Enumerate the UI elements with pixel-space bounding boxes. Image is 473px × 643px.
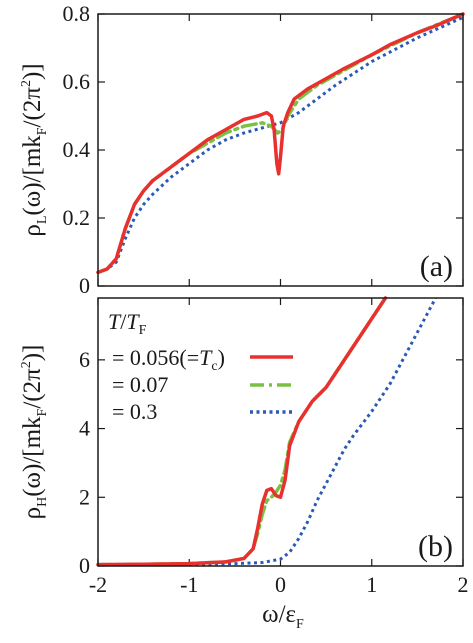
- legend-entry-0-label: = 0.056(=Tc): [112, 345, 225, 374]
- panel-a-series-group: [96, 12, 465, 275]
- y-tick-label: 0.2: [63, 205, 91, 230]
- y-tick-label: 0.6: [63, 69, 91, 94]
- legend-entry-1-label: = 0.07: [112, 372, 168, 397]
- series-line-dotted: [97, 297, 437, 567]
- y-tick-label: 2: [79, 484, 90, 509]
- panel-a-label: (a): [420, 250, 453, 283]
- y-tick-label: 6: [79, 347, 90, 372]
- legend: T/TF = 0.056(=Tc) = 0.07 = 0.3: [108, 309, 293, 424]
- panel-b-ticks: 0 2 4 6 -2 -1 0 1 2: [79, 298, 469, 597]
- y-tick-label: 4: [79, 416, 90, 441]
- x-tick-label: -1: [180, 572, 198, 597]
- legend-entry-2-label: = 0.3: [112, 399, 157, 424]
- x-tick-label: 0: [275, 572, 286, 597]
- y-tick-label: 0.4: [63, 137, 91, 162]
- legend-title: T/TF: [108, 309, 147, 338]
- panel-b-series-group: [96, 296, 437, 567]
- series-line-solid: [96, 12, 465, 275]
- panel-b-frame: [97, 297, 464, 567]
- panel-b-ylabel: ρH(ω)/[mkF/(2π2)]: [19, 345, 50, 520]
- series-line-solid: [96, 296, 388, 567]
- x-tick-label: -2: [89, 572, 107, 597]
- panel-a-frame: [97, 13, 464, 287]
- x-axis-label: ω/εF: [262, 601, 304, 632]
- panel-a-ylabel: ρL(ω)/[mkF/(2π2)]: [19, 63, 50, 236]
- panel-b: 0 2 4 6 -2 -1 0 1 2 (b) ρH(ω)/[mkF/(2π2)] T/TF =…: [19, 296, 469, 597]
- y-tick-label: 0: [79, 273, 90, 298]
- y-tick-label: 0.8: [63, 1, 91, 26]
- x-tick-label: 2: [458, 572, 469, 597]
- y-tick-label: 0: [79, 553, 90, 578]
- panel-b-label: (b): [418, 530, 453, 563]
- x-tick-label: 1: [366, 572, 377, 597]
- panel-a: 0 0.2 0.4 0.6 0.8 (a) ρL(ω)/[mkF/(2π2)]: [19, 1, 465, 298]
